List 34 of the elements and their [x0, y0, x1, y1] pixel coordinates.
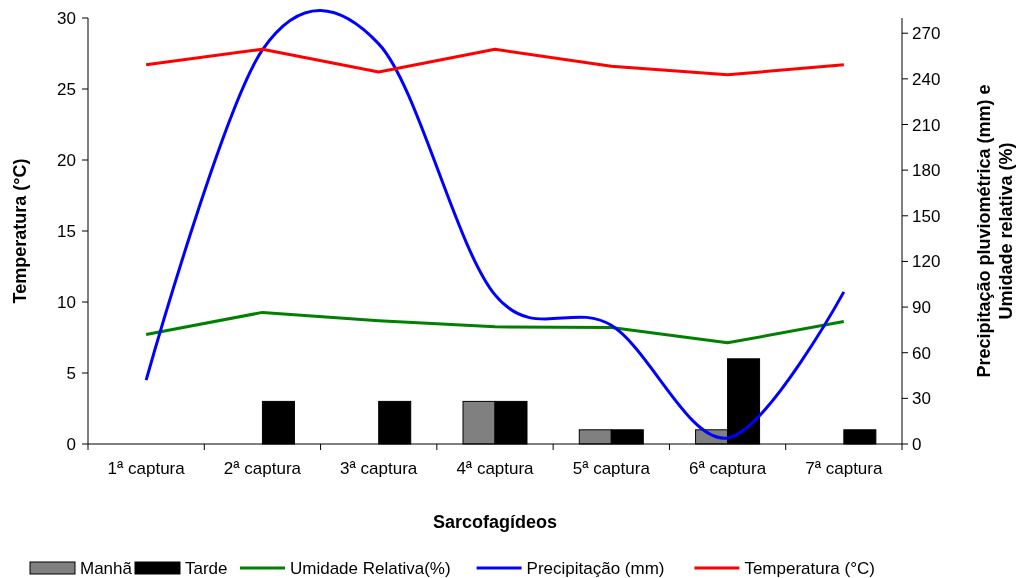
y2-axis-title: Precipitação pluviométrica (mm) e Umidade relativa (%) [974, 84, 1016, 378]
y2-tick-label: 120 [912, 252, 941, 272]
y-tick-label: 5 [66, 364, 76, 383]
y2-tick-label: 30 [912, 389, 931, 409]
legend-label: Tarde [185, 559, 228, 578]
x-tick-label: 5ª captura [572, 459, 651, 478]
y2-tick-label: 90 [912, 298, 931, 318]
y-tick-label: 10 [57, 293, 76, 312]
y2-tick-label: 0 [912, 435, 922, 454]
y-tick-label: 20 [57, 151, 76, 170]
y-tick-label: 25 [57, 80, 76, 99]
y-tick-label: 0 [66, 435, 76, 454]
y-tick-label: 15 [57, 222, 76, 241]
x-axis-title: Sarcofagídeos [432, 512, 558, 532]
x-tick-label: 4ª captura [456, 459, 535, 478]
y-axis-title: Temperatura (°C) [10, 158, 30, 304]
x-tick-label: 3ª captura [340, 459, 418, 478]
x-tick-label: 1ª captura [107, 459, 186, 478]
y2-tick-label: 240 [912, 69, 941, 89]
y2-tick-label: 180 [912, 161, 941, 181]
y2-tick-label: 210 [912, 115, 941, 135]
legend-label: Manhã [80, 559, 133, 578]
x-tick-label: 6ª captura [688, 459, 767, 478]
legend-label: Temperatura (°C) [744, 559, 875, 578]
x-tick-label: 2ª captura [223, 459, 302, 478]
y2-tick-label: 150 [912, 206, 941, 226]
legend-label: Precipitação (mm) [526, 559, 665, 578]
legend-label: Umidade Relativa(%) [290, 559, 451, 578]
x-tick-label: 7ª captura [805, 459, 883, 478]
y-tick-label: 30 [57, 9, 76, 28]
line-series [144, 47, 846, 77]
y2-tick-label: 270 [912, 24, 941, 44]
y2-tick-label: 60 [912, 343, 931, 363]
line-series [144, 310, 846, 345]
